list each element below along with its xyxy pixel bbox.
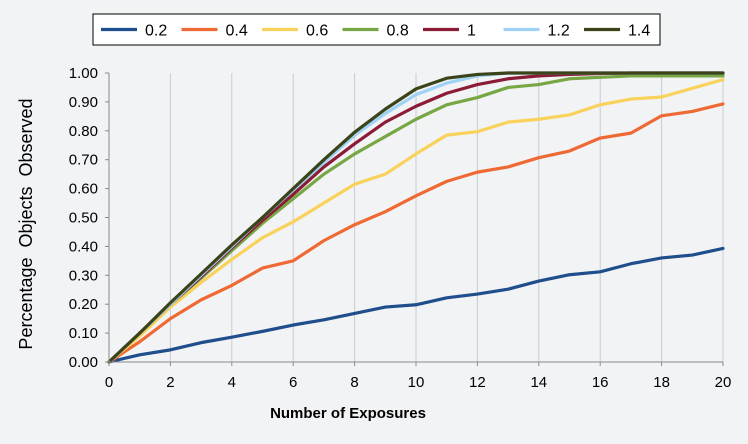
- x-tick-label: 2: [166, 374, 174, 391]
- y-tick-label: 0.90: [69, 94, 98, 111]
- y-tick-label: 0.70: [69, 152, 98, 169]
- legend-label: 1.4: [628, 23, 650, 40]
- x-tick-label: 18: [653, 374, 670, 391]
- x-tick-label: 8: [350, 374, 358, 391]
- x-tick-label: 20: [715, 374, 732, 391]
- y-tick-label: 0.10: [69, 325, 98, 342]
- x-tick-label: 0: [105, 374, 113, 391]
- series-line-1.4: [107, 71, 725, 364]
- legend-label: 0.2: [145, 23, 167, 40]
- series-line-0.6: [107, 78, 725, 364]
- legend-label: 0.4: [226, 23, 248, 40]
- x-tick-label: 10: [408, 374, 425, 391]
- y-tick-label: 0.50: [69, 210, 98, 227]
- legend: 0.2 0.4 0.6 0.8 1 1.2 1.4: [92, 13, 661, 46]
- y-tick-label: 0.60: [69, 181, 98, 198]
- y-tick-label: 0.20: [69, 296, 98, 313]
- series-line-0.2: [107, 246, 725, 364]
- x-tick-label: 14: [530, 374, 547, 391]
- series-lines: [107, 71, 725, 364]
- y-tick-label: 0.00: [69, 354, 98, 371]
- legend-label: 0.6: [306, 23, 328, 40]
- y-tick-label: 0.40: [69, 238, 98, 255]
- y-tick-label: 1.00: [69, 65, 98, 82]
- grid: [169, 73, 724, 362]
- y-tick-label: 0.30: [69, 267, 98, 284]
- y-tick-label: 0.80: [69, 123, 98, 140]
- y-axis-label: Percentage Objects Observed: [16, 98, 36, 349]
- x-tick-label: 4: [228, 374, 236, 391]
- legend-label: 1.2: [548, 23, 570, 40]
- x-tick-label: 6: [289, 374, 297, 391]
- x-axis-label: Number of Exposures: [270, 405, 426, 422]
- x-tick-label: 16: [592, 374, 609, 391]
- series-line-0.4: [107, 102, 725, 364]
- legend-label: 1: [467, 23, 476, 40]
- legend-label: 0.8: [387, 23, 409, 40]
- axes: 0 2 4 6 8 10 12 14 16 18 20 0.00 0.10 0.20 0.30 0.40 0.5…: [69, 65, 732, 391]
- x-tick-label: 12: [469, 374, 486, 391]
